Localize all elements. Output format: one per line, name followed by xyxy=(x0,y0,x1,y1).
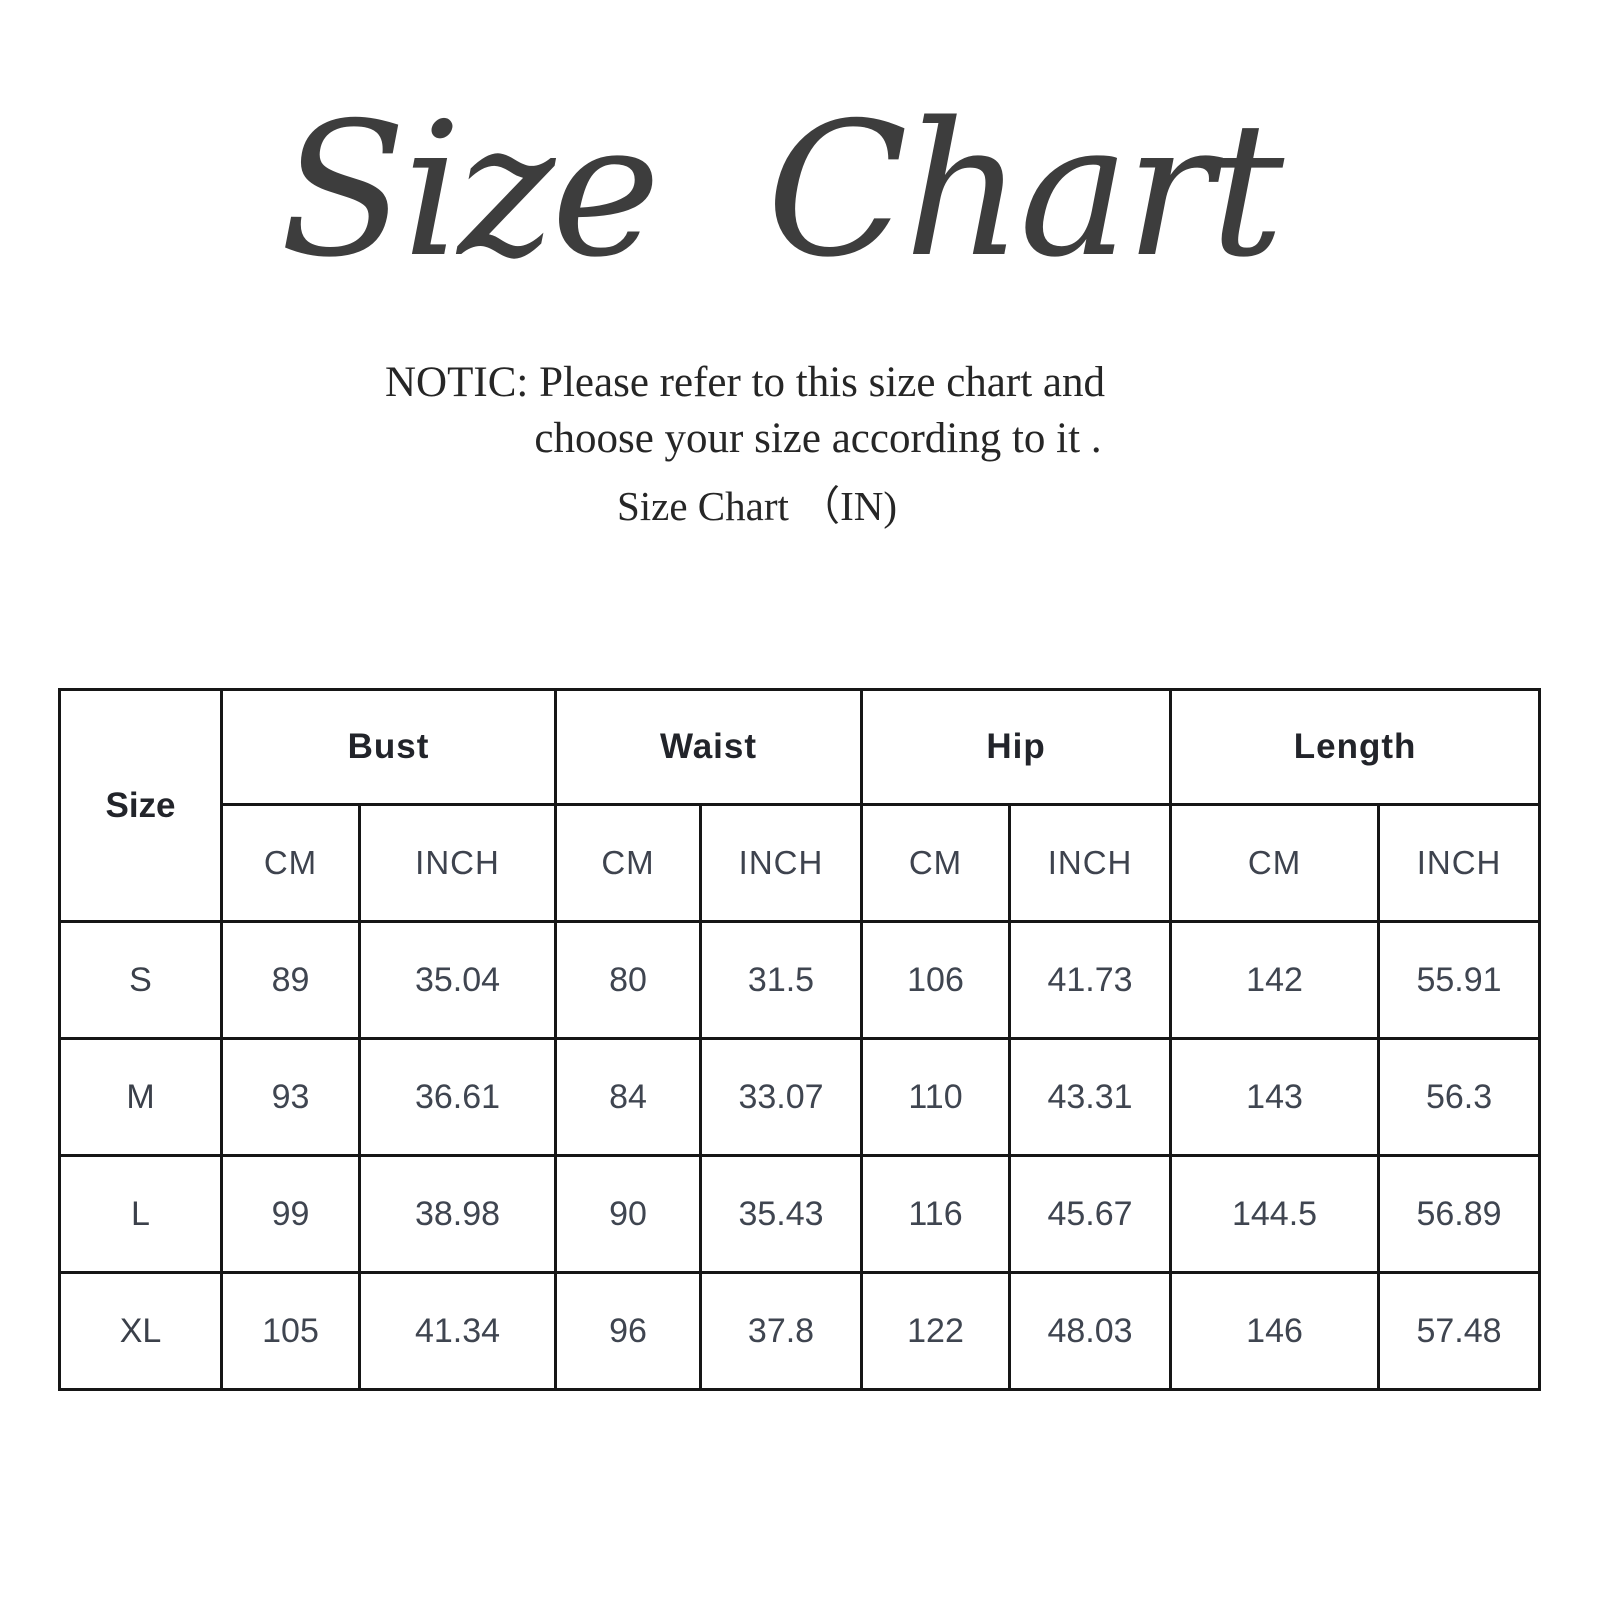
cell-size-label: XL xyxy=(58,1271,223,1391)
cell-waist-cm: 84 xyxy=(554,1037,702,1157)
cell-waist-cm: 90 xyxy=(554,1154,702,1274)
cell-bust-cm: 93 xyxy=(220,1037,361,1157)
unit-header-hip-inch: INCH xyxy=(1008,803,1173,923)
size-row-xl: XL 105 41.34 96 37.8 122 48.03 146 57.48 xyxy=(58,1271,1542,1391)
table-unit-header-row: CM INCH CM INCH CM INCH CM INCH xyxy=(60,803,1542,923)
size-corner-header: Size xyxy=(58,688,223,923)
cell-waist-inch: 35.43 xyxy=(698,1154,864,1274)
group-header-length: Length xyxy=(1169,688,1542,806)
size-row-m: M 93 36.61 84 33.07 110 43.31 143 56.3 xyxy=(58,1037,1542,1157)
cell-waist-cm: 96 xyxy=(554,1271,702,1391)
group-header-hip: Hip xyxy=(860,688,1173,806)
cell-bust-inch: 36.61 xyxy=(358,1037,557,1157)
table-group-header-row: Size Bust Waist Hip Length xyxy=(58,688,1542,923)
table-subtitle: Size Chart （IN) xyxy=(616,483,898,529)
cell-length-cm: 143 xyxy=(1169,1037,1381,1157)
unit-header-waist-cm: CM xyxy=(554,803,702,923)
cell-hip-cm: 116 xyxy=(860,1154,1012,1274)
cell-bust-cm: 99 xyxy=(220,1154,361,1274)
cell-bust-cm: 89 xyxy=(220,920,361,1040)
cell-waist-inch: 31.5 xyxy=(698,920,864,1040)
cell-hip-cm: 110 xyxy=(860,1037,1012,1157)
unit-header-waist-inch: INCH xyxy=(698,803,864,923)
cell-size-label: L xyxy=(58,1154,223,1274)
cell-hip-inch: 41.73 xyxy=(1008,920,1173,1040)
notice-line-1: NOTIC: Please refer to this size chart a… xyxy=(385,359,1105,406)
cell-hip-cm: 122 xyxy=(860,1271,1012,1391)
cell-length-inch: 56.3 xyxy=(1377,1037,1542,1157)
cell-hip-inch: 45.67 xyxy=(1008,1154,1173,1274)
cell-waist-cm: 80 xyxy=(554,920,702,1040)
size-row-s: S 89 35.04 80 31.5 106 41.73 142 55.91 xyxy=(58,920,1542,1040)
unit-header-bust-cm: CM xyxy=(220,803,361,923)
unit-header-length-cm: CM xyxy=(1169,803,1381,923)
group-header-bust: Bust xyxy=(220,688,557,806)
cell-hip-inch: 43.31 xyxy=(1008,1037,1173,1157)
cell-length-inch: 55.91 xyxy=(1377,920,1542,1040)
cell-bust-inch: 41.34 xyxy=(358,1271,557,1391)
cell-waist-inch: 37.8 xyxy=(698,1271,864,1391)
cell-length-cm: 144.5 xyxy=(1169,1154,1381,1274)
group-header-waist: Waist xyxy=(553,688,864,806)
cell-length-cm: 142 xyxy=(1169,920,1381,1040)
cell-bust-inch: 35.04 xyxy=(358,920,557,1040)
cell-bust-cm: 105 xyxy=(220,1271,361,1391)
cell-length-inch: 57.48 xyxy=(1377,1271,1542,1391)
page-title: Size Chart xyxy=(279,82,1284,298)
cell-hip-cm: 106 xyxy=(860,920,1012,1040)
size-chart-table: Size Bust Waist Hip Length CM INCH CM IN… xyxy=(58,688,1542,1391)
cell-length-cm: 146 xyxy=(1169,1271,1381,1391)
cell-hip-inch: 48.03 xyxy=(1008,1271,1173,1391)
cell-size-label: M xyxy=(58,1037,223,1157)
unit-header-length-inch: INCH xyxy=(1377,803,1542,923)
unit-header-hip-cm: CM xyxy=(860,803,1012,923)
cell-waist-inch: 33.07 xyxy=(698,1037,864,1157)
size-row-l: L 99 38.98 90 35.43 116 45.67 144.5 56.8… xyxy=(58,1154,1542,1274)
notice-line-2: choose your size according to it . xyxy=(534,415,1102,462)
cell-bust-inch: 38.98 xyxy=(358,1154,557,1274)
cell-size-label: S xyxy=(58,920,223,1040)
cell-length-inch: 56.89 xyxy=(1377,1154,1542,1274)
unit-header-bust-inch: INCH xyxy=(358,803,557,923)
